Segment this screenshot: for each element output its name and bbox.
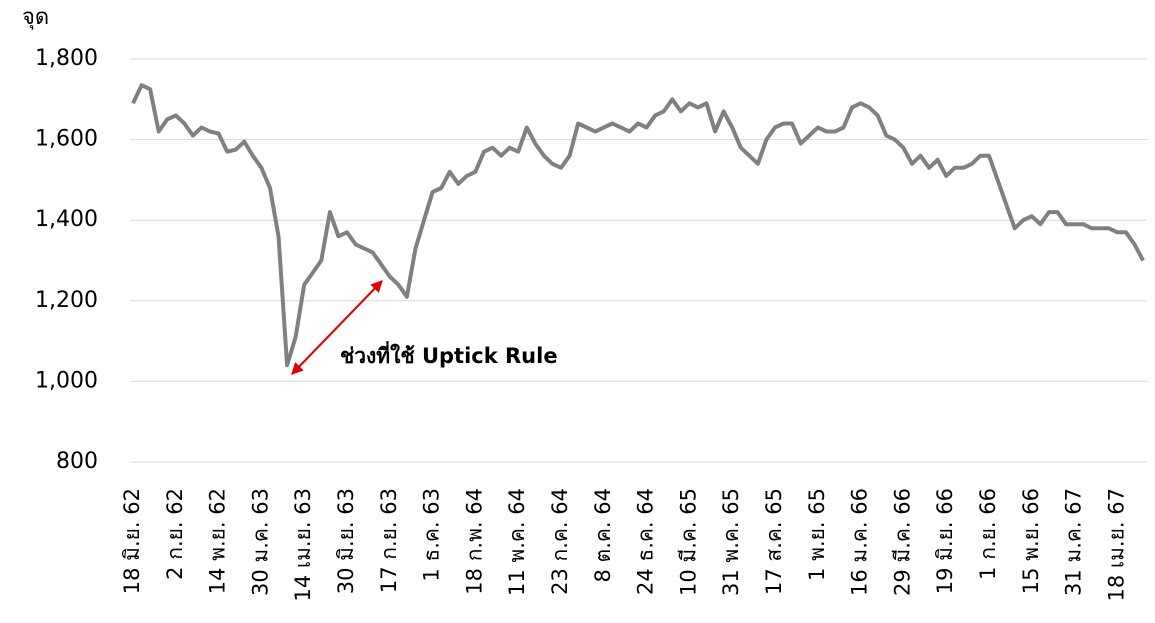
y-tick-label: 1,800: [35, 46, 98, 71]
x-tick-label: 8 ต.ค. 64: [591, 488, 615, 582]
x-tick-label: 14 พ.ย. 62: [206, 488, 230, 594]
y-tick-label: 1,200: [35, 288, 98, 313]
annotation-arrow: [291, 280, 383, 375]
x-tick-label: 17 ส.ค. 65: [762, 488, 786, 595]
x-tick-label: 1 ธ.ค. 63: [420, 488, 444, 582]
x-tick-label: 31 พ.ค. 65: [719, 488, 743, 596]
x-tick-label: 1 พ.ย. 65: [805, 488, 829, 581]
x-tick-label: 23 ก.ค. 64: [548, 488, 572, 595]
annotation: ช่วงที่ใช้ Uptick Rule: [340, 340, 558, 368]
y-tick-label: 800: [56, 449, 98, 474]
x-tick-label: 16 ม.ค. 66: [848, 488, 872, 596]
x-tick-label: 11 พ.ค. 64: [505, 488, 529, 596]
x-tick-label: 18 ก.พ. 64: [462, 488, 486, 595]
y-axis-label: จุด: [22, 5, 49, 30]
x-tick-label: 30 ม.ค. 63: [248, 488, 272, 596]
y-tick-label: 1,400: [35, 207, 98, 232]
x-tick-label: 24 ธ.ค. 64: [634, 488, 658, 595]
y-tick-label: 1,600: [35, 127, 98, 152]
x-tick-label: 18 มิ.ย. 62: [120, 488, 144, 594]
x-tick-label: 2 ก.ย. 62: [163, 488, 187, 580]
data-line: [131, 83, 1145, 368]
x-tick-label: 15 พ.ย. 66: [1019, 488, 1043, 594]
x-tick-label: 10 มี.ค. 65: [676, 488, 700, 596]
x-tick-label: 14 เม.ย. 63: [291, 488, 315, 601]
x-tick-label: 18 เม.ย. 67: [1104, 488, 1128, 601]
x-tick-label: 29 มี.ค. 66: [890, 488, 914, 596]
y-tick-label: 1,000: [35, 368, 98, 393]
x-tick-label: 19 มิ.ย. 66: [933, 488, 957, 594]
x-tick-label: 17 ก.ย. 63: [377, 488, 401, 593]
x-tick-label: 1 ก.ย. 66: [976, 488, 1000, 580]
x-tick-label: 31 ม.ค. 67: [1062, 488, 1086, 596]
x-tick-label: 30 มิ.ย. 63: [334, 488, 358, 594]
